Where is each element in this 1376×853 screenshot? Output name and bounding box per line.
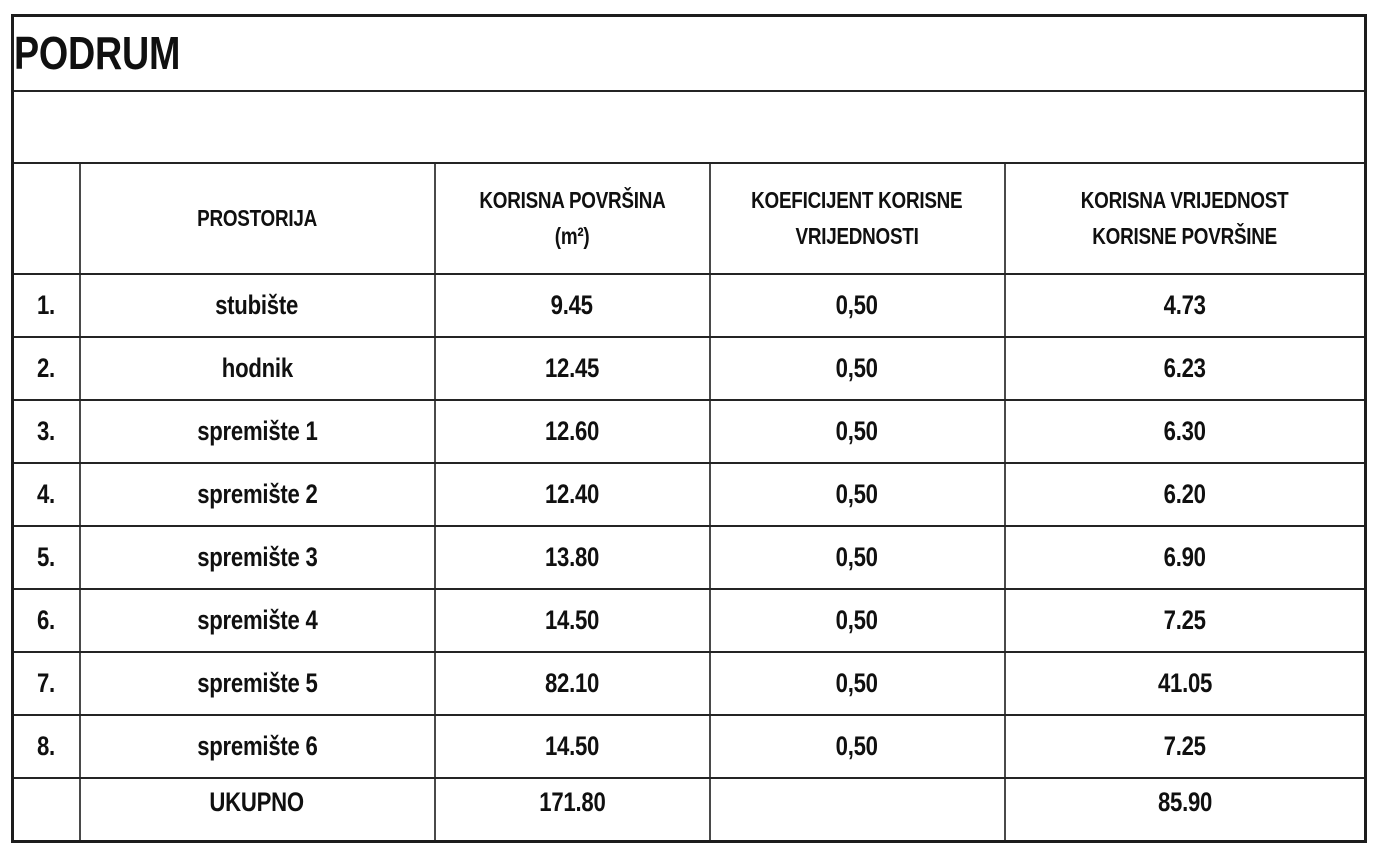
cell-korisna-povrsina: 14.50 bbox=[433, 587, 711, 653]
spacer-cell bbox=[12, 89, 1366, 164]
header-cell-korisna-vrijednost: KORISNA VRIJEDNOST KORISNE POVRŠINE bbox=[1003, 161, 1367, 275]
cell-korisna-povrsina: 82.10 bbox=[433, 650, 711, 716]
page-title: PODRUM bbox=[14, 27, 181, 80]
cell-korisna-povrsina: 12.45 bbox=[433, 335, 711, 401]
header-cell-num bbox=[11, 161, 81, 275]
header-cell-koeficijent: KOEFICIJENT KORISNE VRIJEDNOSTI bbox=[708, 161, 1006, 275]
cell-korisna-vrijednost: 6.23 bbox=[1003, 335, 1367, 401]
cell-korisna-vrijednost: 4.73 bbox=[1003, 272, 1367, 338]
table-row: 7. spremište 5 82.10 0,50 41.05 bbox=[11, 650, 1367, 716]
total-cell-num bbox=[11, 776, 81, 843]
total-korisna-vrijednost: 85.90 bbox=[1003, 776, 1367, 843]
total-korisna-povrsina: 171.80 bbox=[433, 776, 711, 843]
cell-prostorija: spremište 1 bbox=[78, 398, 436, 464]
cell-korisna-vrijednost: 6.90 bbox=[1003, 524, 1367, 590]
header-korisna-vrijednost-line1: KORISNA VRIJEDNOST bbox=[1080, 187, 1289, 213]
spacer-row bbox=[12, 89, 1366, 164]
cell-koeficijent: 0,50 bbox=[708, 398, 1006, 464]
table-row: 2. hodnik 12.45 0,50 6.23 bbox=[11, 335, 1367, 401]
cell-koeficijent: 0,50 bbox=[708, 713, 1006, 779]
cell-korisna-vrijednost: 6.30 bbox=[1003, 398, 1367, 464]
cell-prostorija: hodnik bbox=[78, 335, 436, 401]
cell-koeficijent: 0,50 bbox=[708, 587, 1006, 653]
header-row: PROSTORIJA KORISNA POVRŠINA (m²) KOEFICI… bbox=[11, 161, 1367, 275]
table-row: 3. spremište 1 12.60 0,50 6.30 bbox=[11, 398, 1367, 464]
podrum-area-table: PODRUM PROSTORIJA KORISNA POVRŠINA (m²) … bbox=[11, 14, 1368, 843]
cell-koeficijent: 0,50 bbox=[708, 272, 1006, 338]
total-label: UKUPNO bbox=[78, 776, 436, 843]
cell-koeficijent: 0,50 bbox=[708, 461, 1006, 527]
cell-prostorija: spremište 2 bbox=[78, 461, 436, 527]
total-row: UKUPNO 171.80 85.90 bbox=[11, 776, 1367, 843]
cell-prostorija: spremište 4 bbox=[78, 587, 436, 653]
cell-korisna-vrijednost: 6.20 bbox=[1003, 461, 1367, 527]
cell-koeficijent: 0,50 bbox=[708, 524, 1006, 590]
cell-row-number: 8. bbox=[11, 713, 81, 779]
cell-row-number: 4. bbox=[11, 461, 81, 527]
cell-row-number: 1. bbox=[11, 272, 81, 338]
cell-korisna-vrijednost: 41.05 bbox=[1003, 650, 1367, 716]
cell-korisna-vrijednost: 7.25 bbox=[1003, 713, 1367, 779]
header-cell-prostorija: PROSTORIJA bbox=[78, 161, 436, 275]
table-row: 6. spremište 4 14.50 0,50 7.25 bbox=[11, 587, 1367, 653]
cell-row-number: 2. bbox=[11, 335, 81, 401]
header-korisna-povrsina-line1: KORISNA POVRŠINA bbox=[478, 187, 666, 213]
cell-korisna-povrsina: 12.60 bbox=[433, 398, 711, 464]
table-title-row: PODRUM bbox=[12, 14, 1366, 92]
cell-prostorija: spremište 3 bbox=[78, 524, 436, 590]
cell-prostorija: stubište bbox=[78, 272, 436, 338]
cell-korisna-povrsina: 12.40 bbox=[433, 461, 711, 527]
cell-row-number: 3. bbox=[11, 398, 81, 464]
table-row: 8. spremište 6 14.50 0,50 7.25 bbox=[11, 713, 1367, 779]
cell-prostorija: spremište 6 bbox=[78, 713, 436, 779]
table-row: 1. stubište 9.45 0,50 4.73 bbox=[11, 272, 1367, 338]
cell-korisna-povrsina: 13.80 bbox=[433, 524, 711, 590]
cell-korisna-povrsina: 14.50 bbox=[433, 713, 711, 779]
table-row: 4. spremište 2 12.40 0,50 6.20 bbox=[11, 461, 1367, 527]
header-koeficijent-line1: KOEFICIJENT KORISNE bbox=[751, 187, 963, 213]
cell-row-number: 7. bbox=[11, 650, 81, 716]
header-cell-korisna-povrsina: KORISNA POVRŠINA (m²) bbox=[433, 161, 711, 275]
cell-koeficijent: 0,50 bbox=[708, 335, 1006, 401]
cell-korisna-vrijednost: 7.25 bbox=[1003, 587, 1367, 653]
total-koeficijent bbox=[708, 776, 1006, 843]
header-korisna-povrsina-line2: (m²) bbox=[554, 223, 590, 249]
cell-korisna-povrsina: 9.45 bbox=[433, 272, 711, 338]
cell-row-number: 6. bbox=[11, 587, 81, 653]
header-prostorija-label: PROSTORIJA bbox=[197, 205, 317, 231]
cell-row-number: 5. bbox=[11, 524, 81, 590]
cell-koeficijent: 0,50 bbox=[708, 650, 1006, 716]
table-title-cell: PODRUM bbox=[12, 14, 1366, 92]
cell-prostorija: spremište 5 bbox=[78, 650, 436, 716]
header-korisna-vrijednost-line2: KORISNE POVRŠINE bbox=[1092, 223, 1278, 249]
header-koeficijent-line2: VRIJEDNOSTI bbox=[795, 223, 919, 249]
table-row: 5. spremište 3 13.80 0,50 6.90 bbox=[11, 524, 1367, 590]
